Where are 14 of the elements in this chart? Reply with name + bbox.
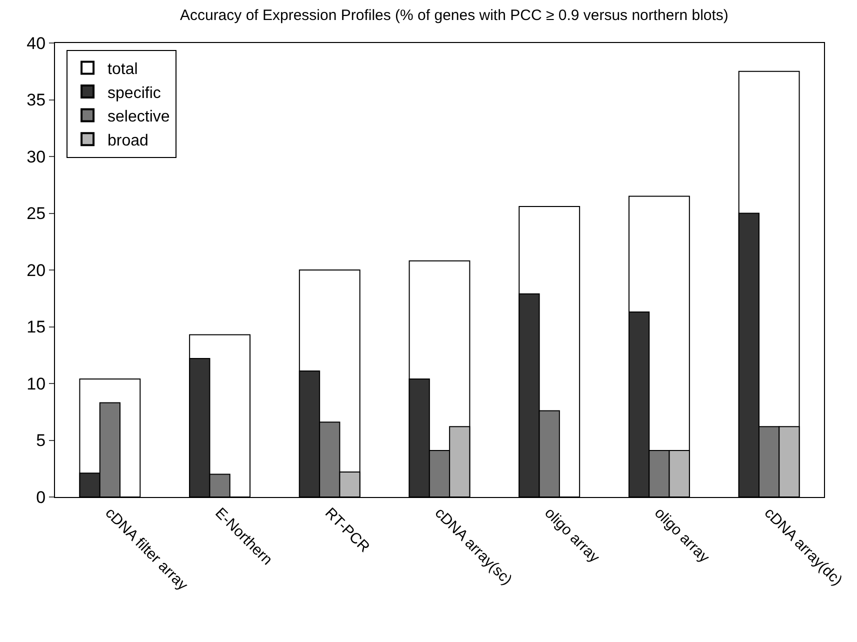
legend-label: specific [108,84,161,102]
y-tick-label: 5 [36,431,46,450]
y-tick-label: 10 [26,374,46,394]
legend-label: total [108,60,138,78]
legend-label: broad [108,132,148,150]
y-tick-label: 30 [26,147,46,166]
y-tick-label: 40 [26,34,46,53]
legend-label: selective [108,108,170,126]
y-tick-label: 0 [36,488,46,507]
y-tick-label: 20 [26,260,46,280]
y-tick-label: 35 [26,90,46,110]
y-tick-label: 25 [26,204,46,224]
chart-title: Accuracy of Expression Profiles (% of genes with PCC ≥ 0.9 versus northern blots) [180,7,728,24]
y-tick-label: 15 [26,318,46,337]
